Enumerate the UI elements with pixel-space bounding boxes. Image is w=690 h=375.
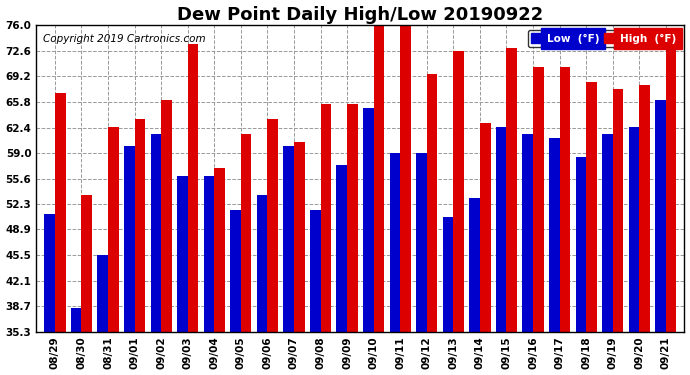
Bar [257, 195, 268, 332]
Bar [177, 176, 188, 332]
Bar [575, 157, 586, 332]
Bar [480, 123, 491, 332]
Bar [294, 142, 304, 332]
Bar [453, 51, 464, 332]
Bar [310, 210, 321, 332]
Bar [602, 134, 613, 332]
Bar [363, 108, 374, 332]
Bar [640, 86, 650, 332]
Bar [469, 198, 480, 332]
Bar [374, 25, 384, 332]
Bar [284, 146, 294, 332]
Bar [506, 48, 517, 332]
Bar [549, 138, 560, 332]
Bar [124, 146, 135, 332]
Bar [337, 165, 347, 332]
Bar [666, 48, 676, 332]
Bar [150, 134, 161, 332]
Bar [161, 100, 172, 332]
Bar [321, 104, 331, 332]
Bar [629, 127, 640, 332]
Bar [204, 176, 215, 332]
Bar [230, 210, 241, 332]
Bar [522, 134, 533, 332]
Bar [71, 308, 81, 332]
Bar [188, 44, 198, 332]
Bar [496, 127, 506, 332]
Bar [416, 153, 427, 332]
Bar [215, 168, 225, 332]
Bar [560, 66, 570, 332]
Bar [135, 119, 145, 332]
Bar [400, 18, 411, 332]
Bar [613, 89, 623, 332]
Bar [390, 153, 400, 332]
Bar [586, 82, 597, 332]
Bar [427, 74, 437, 332]
Bar [656, 100, 666, 332]
Bar [108, 127, 119, 332]
Bar [55, 93, 66, 332]
Bar [97, 255, 108, 332]
Title: Dew Point Daily High/Low 20190922: Dew Point Daily High/Low 20190922 [177, 6, 544, 24]
Text: Copyright 2019 Cartronics.com: Copyright 2019 Cartronics.com [43, 34, 206, 44]
Bar [44, 213, 55, 332]
Legend: Low  (°F), High  (°F): Low (°F), High (°F) [528, 30, 679, 47]
Bar [347, 104, 357, 332]
Bar [533, 66, 544, 332]
Bar [81, 195, 92, 332]
Bar [241, 134, 251, 332]
Bar [268, 119, 278, 332]
Bar [443, 217, 453, 332]
